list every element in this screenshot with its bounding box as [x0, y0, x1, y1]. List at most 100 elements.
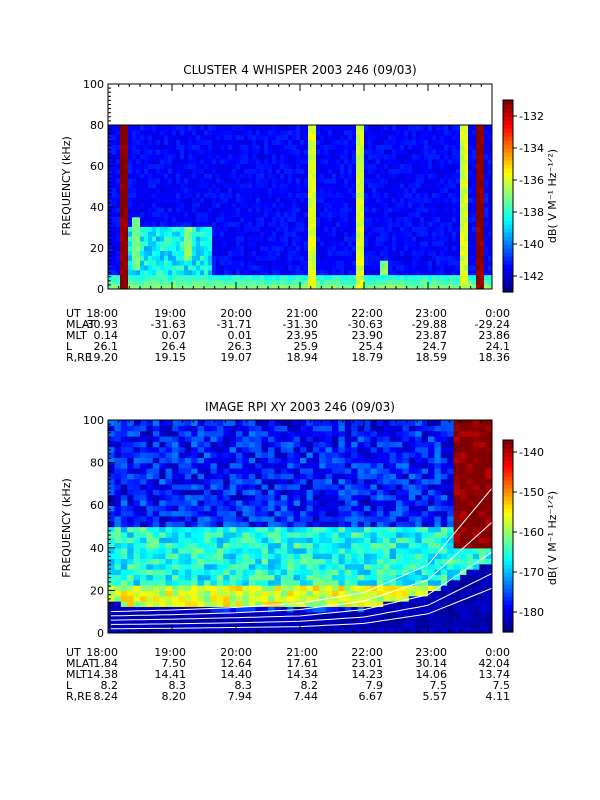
spectrogram-cell	[324, 178, 329, 184]
spectrogram-cell	[208, 178, 213, 184]
spectrogram-cell	[172, 245, 177, 252]
spectrogram-cell	[140, 260, 145, 266]
spectrogram-cell	[116, 125, 121, 131]
spectrogram-cell	[456, 182, 461, 189]
spectrogram-cell	[319, 569, 327, 576]
spectrogram-cell	[240, 182, 245, 189]
spectrogram-cell	[268, 163, 273, 170]
spectrogram-cell	[402, 563, 410, 570]
spectrogram-cell	[380, 153, 385, 160]
spectrogram-cell	[148, 231, 153, 237]
spectrogram-cell	[168, 274, 173, 280]
spectrogram-cell	[223, 574, 231, 581]
spectrogram-cell	[360, 129, 365, 136]
spectrogram-cell	[404, 250, 409, 256]
spectrogram-cell	[370, 563, 378, 570]
spectrogram-cell	[416, 168, 421, 174]
spectrogram-cell	[216, 542, 224, 549]
spectrogram-cell	[396, 187, 401, 194]
spectrogram-cell	[444, 182, 449, 189]
spectrogram-cell	[168, 240, 173, 247]
spectrogram-cell	[140, 153, 145, 160]
spectrogram-cell	[164, 202, 169, 208]
spectrogram-cell	[325, 499, 333, 506]
spectrogram-cell	[240, 245, 245, 252]
spectrogram-cell	[424, 192, 429, 198]
spectrogram-cell	[348, 129, 353, 136]
spectrogram-cell	[432, 269, 437, 276]
spectrogram-cell	[164, 269, 169, 276]
spectrogram-cell	[168, 192, 173, 198]
spectrogram-cell	[200, 211, 205, 218]
spectrogram-cell	[447, 574, 455, 581]
spectrogram-cell	[352, 125, 357, 131]
spectrogram-cell	[436, 144, 441, 150]
spectrogram-cell	[140, 590, 147, 597]
spectrogram-cell	[434, 563, 442, 570]
spectrogram-cell	[402, 515, 410, 522]
spectrogram-cell	[120, 139, 125, 145]
colorbar-swatch	[503, 164, 513, 169]
spectrogram-cell	[216, 574, 224, 581]
spectrogram-cell	[319, 547, 327, 554]
spectrogram-cell	[428, 284, 433, 289]
spectrogram-cell	[466, 553, 474, 560]
spectrogram-cell	[172, 168, 177, 174]
spectrogram-cell	[200, 216, 205, 223]
spectrogram-cell	[484, 216, 489, 223]
spectrogram-cell	[404, 279, 409, 285]
spectrogram-cell	[456, 274, 461, 280]
spectrogram-cell	[200, 202, 205, 208]
spectrogram-cell	[324, 182, 329, 189]
spectrogram-cell	[402, 611, 410, 618]
spectrogram-cell	[276, 144, 281, 150]
spectrogram-cell	[260, 158, 265, 165]
spectrogram-cell	[468, 211, 473, 218]
spectrogram-cell	[176, 260, 181, 266]
spectrogram-cell	[172, 173, 177, 179]
spectrogram-cell	[453, 537, 461, 544]
spectrogram-cell	[200, 129, 205, 136]
spectrogram-cell	[140, 202, 145, 208]
spectrogram-cell	[224, 207, 229, 213]
spectrogram-cell	[452, 240, 457, 247]
spectrogram-cell	[124, 274, 129, 280]
spectrogram-cell	[296, 139, 301, 145]
spectrogram-cell	[306, 510, 314, 517]
spectrogram-cell	[120, 231, 125, 237]
spectrogram-cell	[432, 255, 437, 261]
spectrogram-cell	[228, 139, 233, 145]
spectrogram-cell	[306, 617, 314, 623]
spectrogram-cell	[216, 563, 224, 570]
spectrogram-cell	[260, 240, 265, 247]
spectrogram-cell	[484, 279, 489, 285]
spectrogram-cell	[319, 595, 327, 602]
spectrogram-cell	[452, 182, 457, 189]
spectrogram-cell	[268, 264, 273, 271]
spectrogram-cell	[344, 182, 349, 189]
spectrogram-cell	[388, 245, 393, 252]
spectrogram-cell	[204, 211, 209, 218]
spectrogram-cell	[424, 178, 429, 184]
spectrogram-cell	[242, 558, 250, 565]
spectrogram-cell	[480, 149, 485, 155]
spectrogram-cell	[148, 173, 153, 179]
spectrogram-cell	[392, 264, 397, 271]
spectrogram-cell	[172, 192, 177, 198]
spectrogram-cell	[128, 216, 133, 223]
spectrogram-cell	[120, 226, 125, 232]
spectrogram-cell	[356, 192, 361, 198]
spectrogram-cell	[408, 537, 416, 544]
spectrogram-cell	[220, 226, 225, 232]
spectrogram-cell	[196, 235, 201, 242]
spectrogram-cell	[352, 279, 357, 285]
spectrogram-cell	[116, 168, 121, 174]
spectrogram-cell	[200, 163, 205, 170]
spectrogram-cell	[180, 269, 185, 276]
spectrogram-cell	[108, 569, 115, 576]
spectrogram-cell	[376, 563, 384, 570]
spectrogram-cell	[276, 163, 281, 170]
spectrogram-cell	[146, 595, 154, 602]
spectrogram-cell	[188, 134, 193, 141]
spectrogram-cell	[216, 595, 224, 602]
